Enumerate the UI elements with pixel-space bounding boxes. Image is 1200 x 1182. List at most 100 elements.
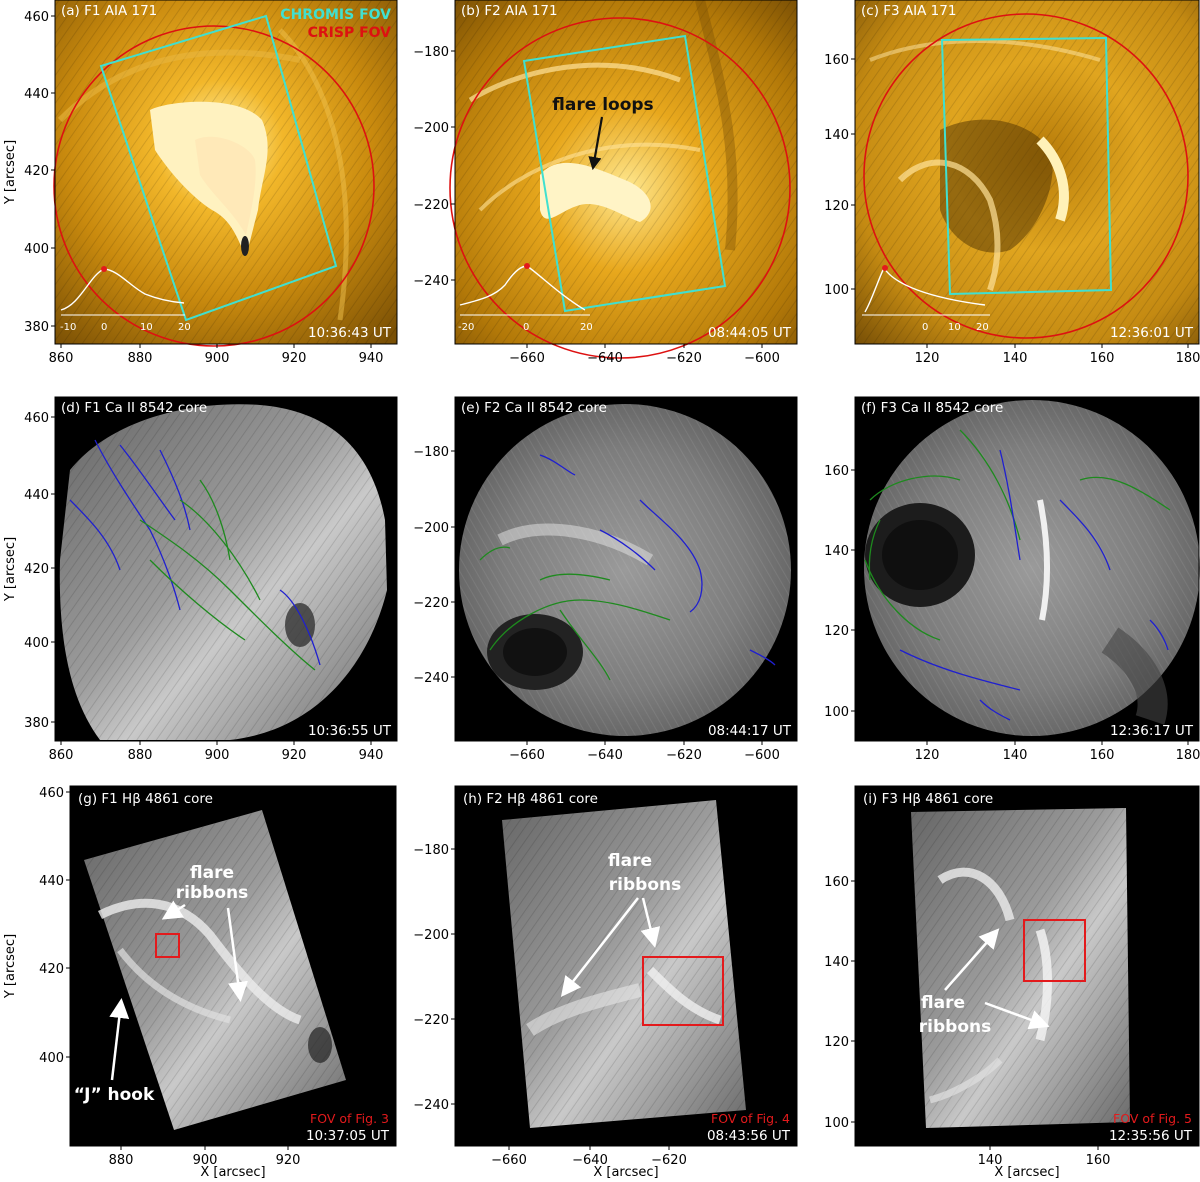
xtick-label-g-0: 880 <box>109 1153 134 1168</box>
annotation-flare-ribbons-i-1: flare <box>921 993 965 1013</box>
panel-a <box>55 0 397 344</box>
panel-title-h: (h) F2 Hβ 4861 core <box>463 791 598 807</box>
ytick-label-a-3: 440 <box>24 87 49 102</box>
xtick-label-b-2: −620 <box>666 351 702 366</box>
ytick-label-d-4: 460 <box>24 411 49 426</box>
xtick-label-a-3: 920 <box>282 351 307 366</box>
axes-frame-b <box>454 0 798 345</box>
ytick-label-c-2: 140 <box>824 128 849 143</box>
panel-i: flare ribbons (i) F3 Hβ 4861 core FOV of… <box>855 786 1199 1146</box>
panel-a-overlays: -10 0 10 20 (a) F1 AIA 171 10:36:43 UT C… <box>53 3 392 347</box>
panel-title-a: (a) F1 AIA 171 <box>61 3 157 19</box>
legend-crisp: CRISP FOV <box>308 25 392 41</box>
contours-blue-f <box>899 449 1169 721</box>
arrow-ribbon-i-2 <box>984 1001 1050 1030</box>
lightcurve-b <box>459 265 586 311</box>
xtick-label-e-2: −620 <box>666 748 702 763</box>
contours-green-e <box>479 546 671 681</box>
ytick-label-f-1: 120 <box>824 624 849 639</box>
panel-c-overlays: 0 10 20 (c) F3 AIA 171 12:36:01 UT <box>861 3 1194 341</box>
panel-h: flare ribbons (h) F2 Hβ 4861 core FOV of… <box>455 786 797 1146</box>
panel-c <box>855 0 1199 344</box>
ylabel-row-2: Y [arcsec] <box>3 537 18 602</box>
arrow-ribbon-g-2 <box>226 907 248 1002</box>
annotation-flare-ribbons-i-2: ribbons <box>919 1017 991 1037</box>
panel-title-f: (f) F3 Ca II 8542 core <box>861 400 1003 416</box>
xtick-label-c-3: 180 <box>1176 351 1200 366</box>
panel-time-g: 10:37:05 UT <box>306 1128 390 1144</box>
xtick-label-b-3: −600 <box>744 351 780 366</box>
ytick-label-c-1: 120 <box>824 199 849 214</box>
arrow-ribbon-h-2 <box>640 897 661 948</box>
lc-tick-a-1: 0 <box>101 322 107 333</box>
crisp-fov-circle-b <box>449 17 791 359</box>
xtick-label-d-3: 920 <box>282 748 307 763</box>
xtick-label-a-0: 860 <box>49 351 74 366</box>
xtick-label-b-1: −640 <box>587 351 623 366</box>
xtick-label-e-1: −640 <box>587 748 623 763</box>
ytick-label-c-3: 160 <box>824 53 849 68</box>
contours-green-f <box>864 429 1171 641</box>
xtick-label-h-2: −620 <box>651 1153 687 1168</box>
lc-tick-c-1: 10 <box>948 322 961 333</box>
xtick-label-c-2: 160 <box>1090 351 1115 366</box>
lc-tick-c-0: 0 <box>922 322 928 333</box>
annotation-flare-ribbons-h-2: ribbons <box>609 875 681 895</box>
ytick-label-e-0: −240 <box>413 671 449 686</box>
xtick-label-a-4: 940 <box>359 351 384 366</box>
axes-frame-c <box>854 0 1200 345</box>
xtick-label-d-2: 900 <box>205 748 230 763</box>
ytick-label-b-3: −180 <box>413 45 449 60</box>
ytick-label-d-2: 420 <box>24 562 49 577</box>
ytick-label-b-2: −200 <box>413 121 449 136</box>
xtick-label-d-0: 860 <box>49 748 74 763</box>
arrow-flare-loops <box>588 116 604 171</box>
ytick-label-h-3: −180 <box>413 843 449 858</box>
panel-g: flare ribbons “J” hook (g) F1 Hβ 4861 co… <box>70 786 396 1146</box>
ytick-label-d-1: 400 <box>24 636 49 651</box>
panel-title-e: (e) F2 Ca II 8542 core <box>461 400 607 416</box>
xtick-label-g-1: 900 <box>193 1153 218 1168</box>
contours-blue-e <box>539 454 776 666</box>
lc-tick-b-0: -20 <box>458 322 474 333</box>
xlabel-col-2: X [arcsec] <box>593 1165 658 1180</box>
ylabel-row-1: Y [arcsec] <box>3 140 18 205</box>
arrow-ribbon-g-1 <box>161 900 186 920</box>
chromis-fov-box-a <box>99 14 338 322</box>
ytick-label-e-3: −180 <box>413 445 449 460</box>
ytick-label-i-1: 120 <box>824 1035 849 1050</box>
ytick-label-h-2: −200 <box>413 928 449 943</box>
lc-tick-a-0: -10 <box>60 322 76 333</box>
annotation-flare-ribbons-g-1: flare <box>190 863 234 883</box>
lc-tick-a-2: 10 <box>140 322 153 333</box>
contours-green-d <box>139 479 316 671</box>
panel-d: (d) F1 Ca II 8542 core 10:36:55 UT <box>55 397 397 741</box>
ytick-label-b-1: −220 <box>413 198 449 213</box>
ytick-label-d-3: 440 <box>24 488 49 503</box>
panel-e: (e) F2 Ca II 8542 core 08:44:17 UT <box>455 397 797 741</box>
axes-frame-d <box>54 396 398 742</box>
axes-frame-i <box>854 785 1200 1147</box>
panel-time-c: 12:36:01 UT <box>1110 325 1194 341</box>
legend-chromis: CHROMIS FOV <box>280 7 391 23</box>
axes-frame-e <box>454 396 798 742</box>
xtick-label-d-4: 940 <box>359 748 384 763</box>
xtick-label-f-1: 140 <box>1003 748 1028 763</box>
xtick-label-f-0: 120 <box>915 748 940 763</box>
xlabel-col-1: X [arcsec] <box>200 1165 265 1180</box>
lightcurve-a <box>60 268 185 311</box>
xlabel-col-3: X [arcsec] <box>994 1165 1059 1180</box>
lightcurve-marker-a <box>101 266 107 272</box>
fov-label-g: FOV of Fig. 3 <box>310 1111 389 1126</box>
panel-time-e: 08:44:17 UT <box>708 723 792 739</box>
xtick-label-a-1: 880 <box>128 351 153 366</box>
panel-b <box>455 0 797 344</box>
contours-blue-d <box>69 439 321 666</box>
annotation-flare-loops: flare loops <box>552 95 653 115</box>
lc-tick-c-2: 20 <box>976 322 989 333</box>
xtick-label-i-1: 160 <box>1086 1153 1111 1168</box>
panel-time-h: 08:43:56 UT <box>707 1128 791 1144</box>
ytick-label-g-3: 460 <box>39 786 64 801</box>
ytick-label-b-0: −240 <box>413 274 449 289</box>
ytick-label-i-3: 160 <box>824 875 849 890</box>
